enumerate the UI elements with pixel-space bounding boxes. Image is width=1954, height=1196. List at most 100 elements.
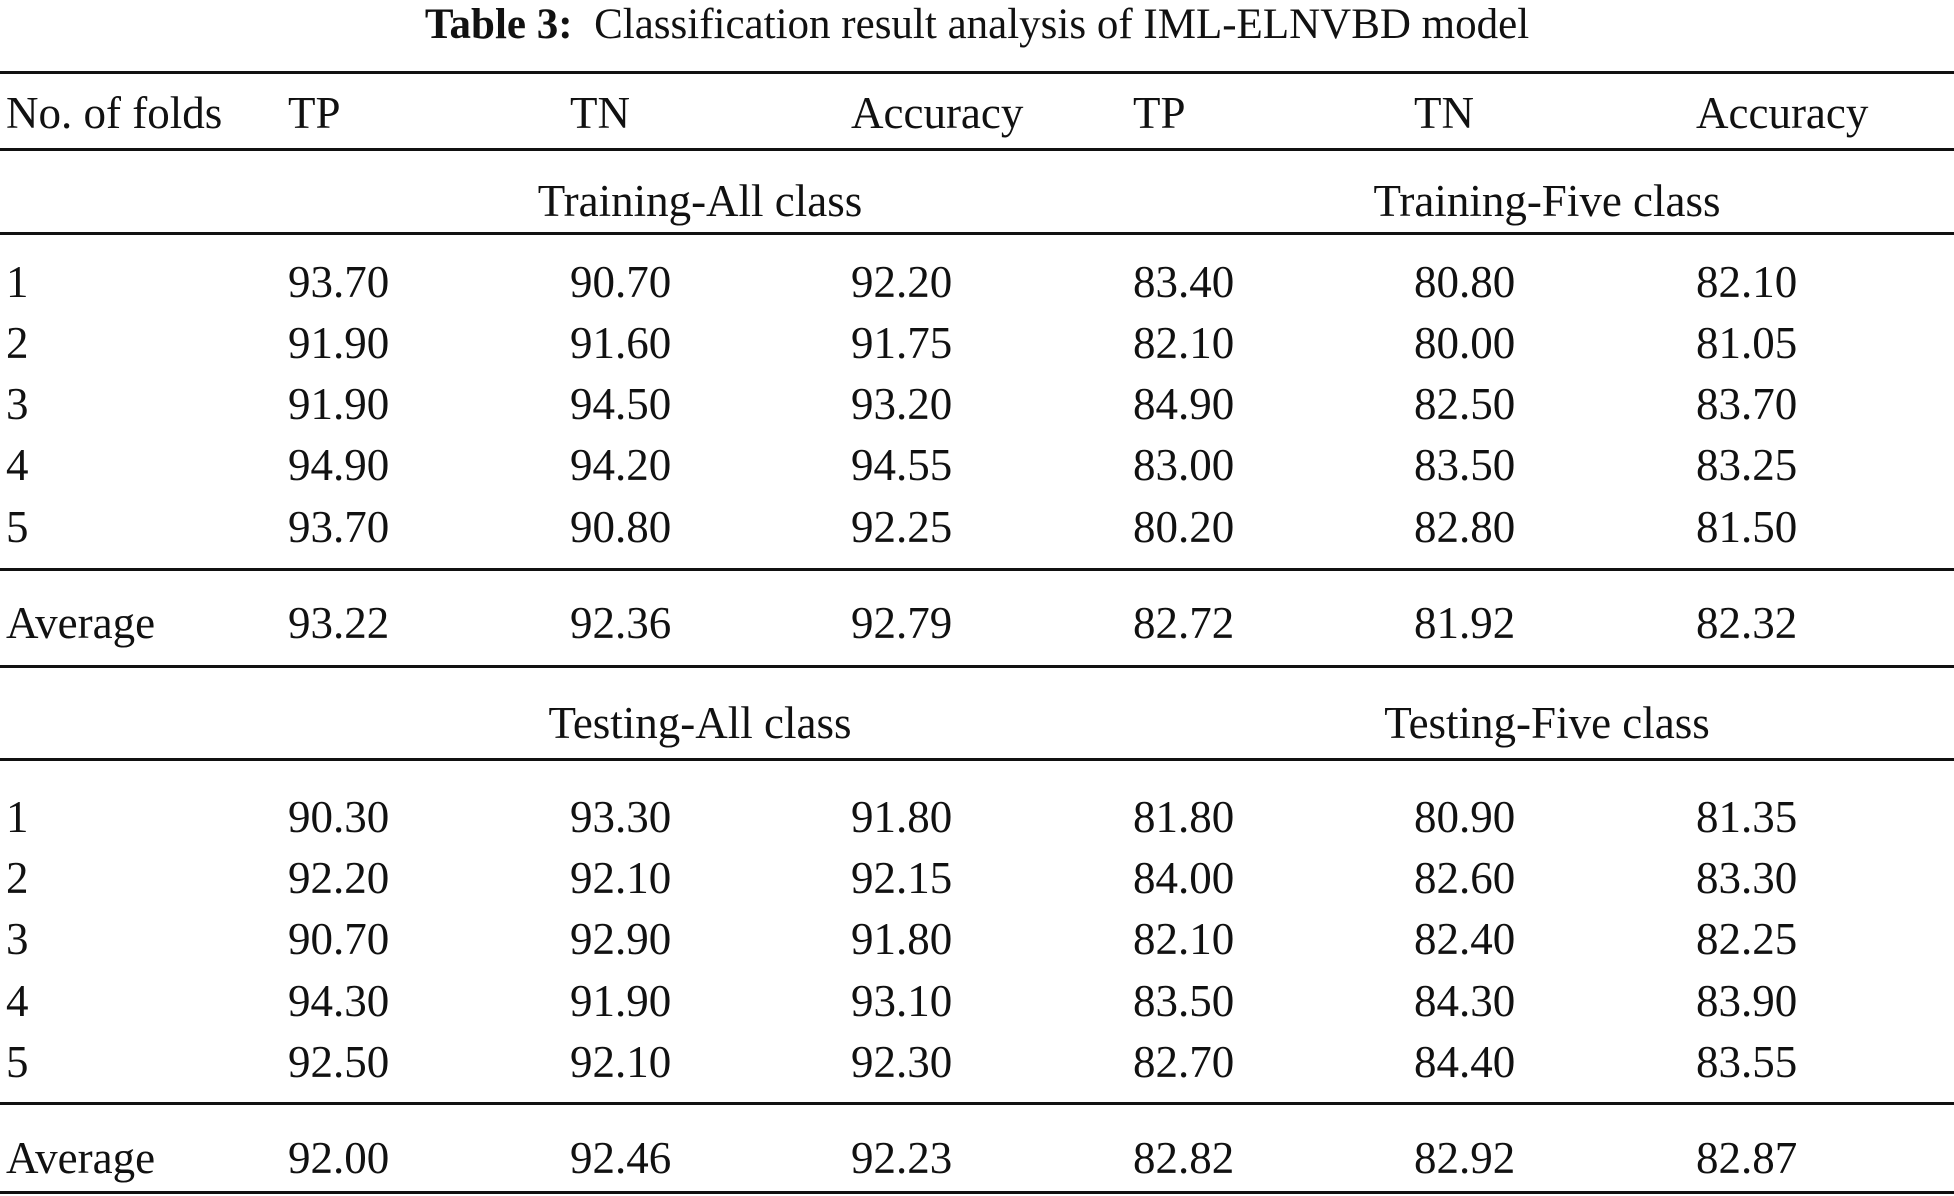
tp-five-average: 82.72 [1133, 598, 1235, 648]
header-tn-five: TN [1414, 88, 1474, 138]
fold-number: 2 [6, 853, 29, 903]
tp-five-value: 83.40 [1133, 257, 1235, 307]
tn-all-value: 91.60 [570, 318, 672, 368]
tp-all-value: 91.90 [288, 379, 390, 429]
tp-five-value: 84.90 [1133, 379, 1235, 429]
accuracy-all-value: 91.80 [851, 792, 953, 842]
table-row: 3 91.90 94.50 93.20 84.90 82.50 83.70 [0, 377, 1954, 431]
tp-five-average: 82.82 [1133, 1133, 1235, 1183]
fold-number: 4 [6, 440, 29, 490]
accuracy-all-value: 92.20 [851, 257, 953, 307]
tn-all-value: 93.30 [570, 792, 672, 842]
accuracy-all-average: 92.23 [851, 1133, 953, 1183]
tp-five-value: 84.00 [1133, 853, 1235, 903]
tn-five-value: 82.40 [1414, 914, 1516, 964]
fold-number: 2 [6, 318, 29, 368]
tp-all-average: 93.22 [288, 598, 390, 648]
tp-five-value: 83.50 [1133, 976, 1235, 1026]
accuracy-five-value: 83.55 [1696, 1037, 1798, 1087]
tn-five-value: 84.30 [1414, 976, 1516, 1026]
tn-five-average: 82.92 [1414, 1133, 1516, 1183]
tp-all-average: 92.00 [288, 1133, 390, 1183]
accuracy-five-value: 81.50 [1696, 502, 1798, 552]
table-row: 1 90.30 93.30 91.80 81.80 80.90 81.35 [0, 790, 1954, 844]
tp-five-value: 82.10 [1133, 914, 1235, 964]
training-group-row: Training-All class Training-Five class [0, 176, 1954, 234]
accuracy-all-value: 94.55 [851, 440, 953, 490]
tn-five-value: 84.40 [1414, 1037, 1516, 1087]
tn-all-value: 92.90 [570, 914, 672, 964]
tp-five-value: 82.10 [1133, 318, 1235, 368]
accuracy-five-value: 83.70 [1696, 379, 1798, 429]
tn-all-value: 90.70 [570, 257, 672, 307]
tp-all-value: 94.30 [288, 976, 390, 1026]
accuracy-all-value: 93.20 [851, 379, 953, 429]
group-testing-five: Testing-Five class [1384, 698, 1710, 748]
tn-all-average: 92.46 [570, 1133, 672, 1183]
header-folds: No. of folds [6, 88, 223, 138]
fold-number: 4 [6, 976, 29, 1026]
bottom-rule [0, 1191, 1954, 1194]
top-rule [0, 71, 1954, 74]
tn-all-average: 92.36 [570, 598, 672, 648]
table-row: 5 93.70 90.80 92.25 80.20 82.80 81.50 [0, 500, 1954, 554]
fold-number: 3 [6, 914, 29, 964]
tp-five-value: 81.80 [1133, 792, 1235, 842]
tn-five-value: 82.50 [1414, 379, 1516, 429]
accuracy-five-value: 82.10 [1696, 257, 1798, 307]
tp-all-value: 94.90 [288, 440, 390, 490]
caption-label: Table 3: [424, 1, 573, 48]
accuracy-five-value: 83.30 [1696, 853, 1798, 903]
accuracy-all-value: 91.75 [851, 318, 953, 368]
training-average-row: Average 93.22 92.36 92.79 82.72 81.92 82… [0, 596, 1954, 650]
tn-five-value: 80.00 [1414, 318, 1516, 368]
training-average-rule [0, 568, 1954, 571]
fold-number: 1 [6, 792, 29, 842]
table-row: 1 93.70 90.70 92.20 83.40 80.80 82.10 [0, 255, 1954, 309]
section-divider-rule [0, 665, 1954, 668]
tp-all-value: 91.90 [288, 318, 390, 368]
testing-average-rule [0, 1102, 1954, 1105]
accuracy-all-average: 92.79 [851, 598, 953, 648]
header-tp-all: TP [288, 88, 341, 138]
tp-all-value: 92.20 [288, 853, 390, 903]
accuracy-five-value: 81.35 [1696, 792, 1798, 842]
table-row: 2 91.90 91.60 91.75 82.10 80.00 81.05 [0, 316, 1954, 370]
tn-all-value: 90.80 [570, 502, 672, 552]
group-testing-all: Testing-All class [548, 698, 852, 748]
accuracy-five-value: 81.05 [1696, 318, 1798, 368]
header-tn-all: TN [570, 88, 630, 138]
testing-average-row: Average 92.00 92.46 92.23 82.82 82.92 82… [0, 1131, 1954, 1185]
testing-group-row: Testing-All class Testing-Five class [0, 696, 1954, 750]
header-tp-five: TP [1133, 88, 1186, 138]
table-row: 2 92.20 92.10 92.15 84.00 82.60 83.30 [0, 851, 1954, 905]
tp-five-value: 80.20 [1133, 502, 1235, 552]
testing-group-rule [0, 758, 1954, 761]
table-row: 4 94.90 94.20 94.55 83.00 83.50 83.25 [0, 438, 1954, 492]
accuracy-five-average: 82.87 [1696, 1133, 1798, 1183]
group-training-all: Training-All class [537, 176, 863, 226]
accuracy-five-value: 82.25 [1696, 914, 1798, 964]
accuracy-all-value: 92.30 [851, 1037, 953, 1087]
table-row: 4 94.30 91.90 93.10 83.50 84.30 83.90 [0, 974, 1954, 1028]
average-label: Average [6, 598, 156, 648]
table-row: 5 92.50 92.10 92.30 82.70 84.40 83.55 [0, 1035, 1954, 1089]
accuracy-all-value: 91.80 [851, 914, 953, 964]
accuracy-all-value: 92.25 [851, 502, 953, 552]
tp-all-value: 90.30 [288, 792, 390, 842]
accuracy-five-value: 83.25 [1696, 440, 1798, 490]
accuracy-all-value: 92.15 [851, 853, 953, 903]
table-caption: Table 3: Classification result analysis … [0, 0, 1954, 50]
tn-all-value: 94.50 [570, 379, 672, 429]
table-row: 3 90.70 92.90 91.80 82.10 82.40 82.25 [0, 912, 1954, 966]
training-group-rule [0, 232, 1954, 235]
header-accuracy-all: Accuracy [851, 88, 1024, 138]
tn-five-value: 80.90 [1414, 792, 1516, 842]
tn-all-value: 94.20 [570, 440, 672, 490]
header-accuracy-five: Accuracy [1696, 88, 1869, 138]
header-rule [0, 148, 1954, 151]
accuracy-five-average: 82.32 [1696, 598, 1798, 648]
group-training-five: Training-Five class [1373, 176, 1721, 226]
tp-five-value: 83.00 [1133, 440, 1235, 490]
caption-text: Classification result analysis of IML-EL… [594, 1, 1530, 48]
